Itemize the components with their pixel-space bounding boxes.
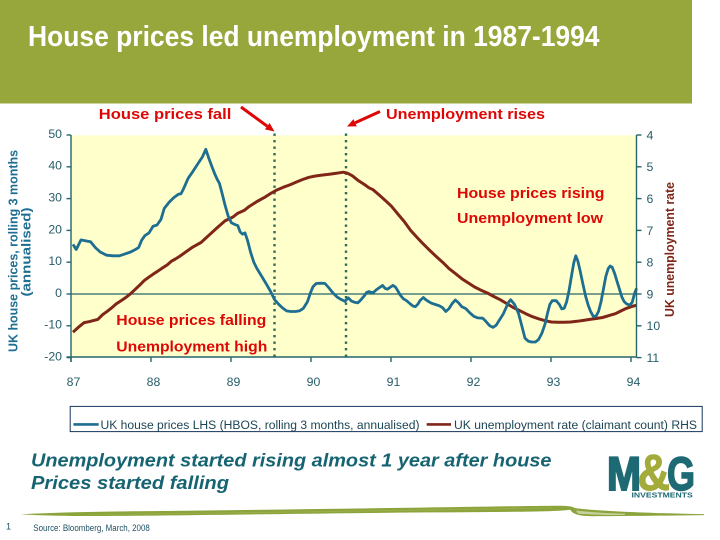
svg-text:40: 40 [48,159,62,173]
svg-text:House prices led unemployment: House prices led unemployment in 1987-19… [28,21,600,53]
svg-text:1: 1 [6,522,11,532]
svg-text:91: 91 [387,375,401,389]
svg-text:UK house prices LHS (HBOS, rol: UK house prices LHS (HBOS, rolling 3 mon… [101,418,420,432]
svg-text:Unemployment low: Unemployment low [457,210,603,227]
svg-text:0: 0 [55,286,62,300]
svg-text:House prices fall: House prices fall [99,106,232,123]
svg-text:(annualised): (annualised) [20,208,34,297]
svg-text:Unemployment rises: Unemployment rises [386,106,545,123]
svg-text:4: 4 [647,128,654,142]
svg-text:89: 89 [227,375,241,389]
svg-text:93: 93 [547,375,561,389]
svg-text:UK house prices, rolling 3 mon: UK house prices, rolling 3 months [7,150,21,352]
svg-text:INVESTMENTS: INVESTMENTS [632,491,693,500]
svg-text:20: 20 [48,222,62,236]
svg-text:87: 87 [67,375,81,389]
svg-text:94: 94 [627,375,641,389]
svg-text:UK unemployment rate (claimant: UK unemployment rate (claimant count) RH… [454,418,697,432]
svg-text:House prices rising: House prices rising [457,185,605,202]
svg-text:8: 8 [647,256,654,270]
svg-text:6: 6 [647,192,654,206]
svg-text:House prices falling: House prices falling [116,312,266,329]
svg-text:UK unemployment rate: UK unemployment rate [663,182,677,317]
svg-text:-10: -10 [44,318,62,332]
svg-text:G: G [667,448,695,501]
svg-text:10: 10 [48,254,62,268]
svg-text:-20: -20 [44,350,62,364]
svg-text:Unemployment started rising al: Unemployment started rising almost 1 yea… [31,450,552,471]
svg-text:Unemployment high: Unemployment high [116,338,267,355]
svg-text:90: 90 [307,375,321,389]
svg-text:Source: Bloomberg, March, 2008: Source: Bloomberg, March, 2008 [33,523,150,533]
svg-text:&: & [638,444,671,501]
svg-text:M: M [607,448,641,501]
svg-text:92: 92 [467,375,481,389]
svg-text:9: 9 [647,287,654,301]
svg-text:11: 11 [647,351,660,365]
svg-text:50: 50 [48,127,62,141]
svg-text:5: 5 [647,160,654,174]
svg-text:7: 7 [647,224,654,238]
svg-text:88: 88 [147,375,161,389]
svg-text:30: 30 [48,191,62,205]
svg-text:Prices started falling: Prices started falling [31,472,229,493]
svg-text:10: 10 [647,319,661,333]
